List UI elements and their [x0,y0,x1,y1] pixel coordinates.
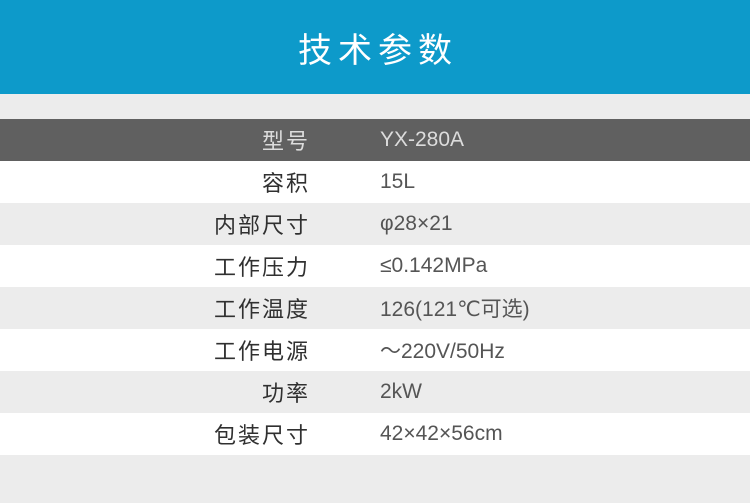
spec-row: 内部尺寸 φ28×21 [0,203,750,245]
spec-row-label: 功率 [261,381,310,406]
spec-row-value: 42×42×56cm [380,422,503,445]
spec-row-value: YX-280A [380,128,465,151]
spec-row: 包装尺寸 42×42×56cm [0,413,750,455]
spec-row-label: 包装尺寸 [213,423,310,448]
spec-row-value: 2kW [380,380,422,403]
spec-row-value: 126(121℃可选) [380,298,530,321]
spec-row: 功率 2kW [0,371,750,413]
spec-row-label: 容积 [261,171,310,196]
spec-row: 容积 15L [0,161,750,203]
spec-row: 工作压力 ≤0.142MPa [0,245,750,287]
spec-row-value: ～220V/50Hz [380,340,505,363]
spec-row-value: φ28×21 [380,212,453,235]
top-divider-strip [0,94,750,119]
spec-row-label: 型号 [261,129,310,154]
spec-row-value: ≤0.142MPa [380,254,488,277]
header-banner: 技术参数 [0,0,750,94]
spec-row-label: 内部尺寸 [213,213,310,238]
spec-table: 型号 YX-280A 容积 15L 内部尺寸 φ28×21 工作压力 ≤0.14… [0,119,750,455]
spec-row-label: 工作温度 [213,297,310,322]
spec-row-value: 15L [380,170,416,193]
spec-row-label: 工作压力 [213,255,310,280]
page-title: 技术参数 [298,31,458,70]
spec-row: 工作温度 126(121℃可选) [0,287,750,329]
spec-row-label: 工作电源 [213,339,310,364]
spec-row: 工作电源 ～220V/50Hz [0,329,750,371]
spec-row: 型号 YX-280A [0,119,750,161]
bottom-strip [0,455,750,503]
